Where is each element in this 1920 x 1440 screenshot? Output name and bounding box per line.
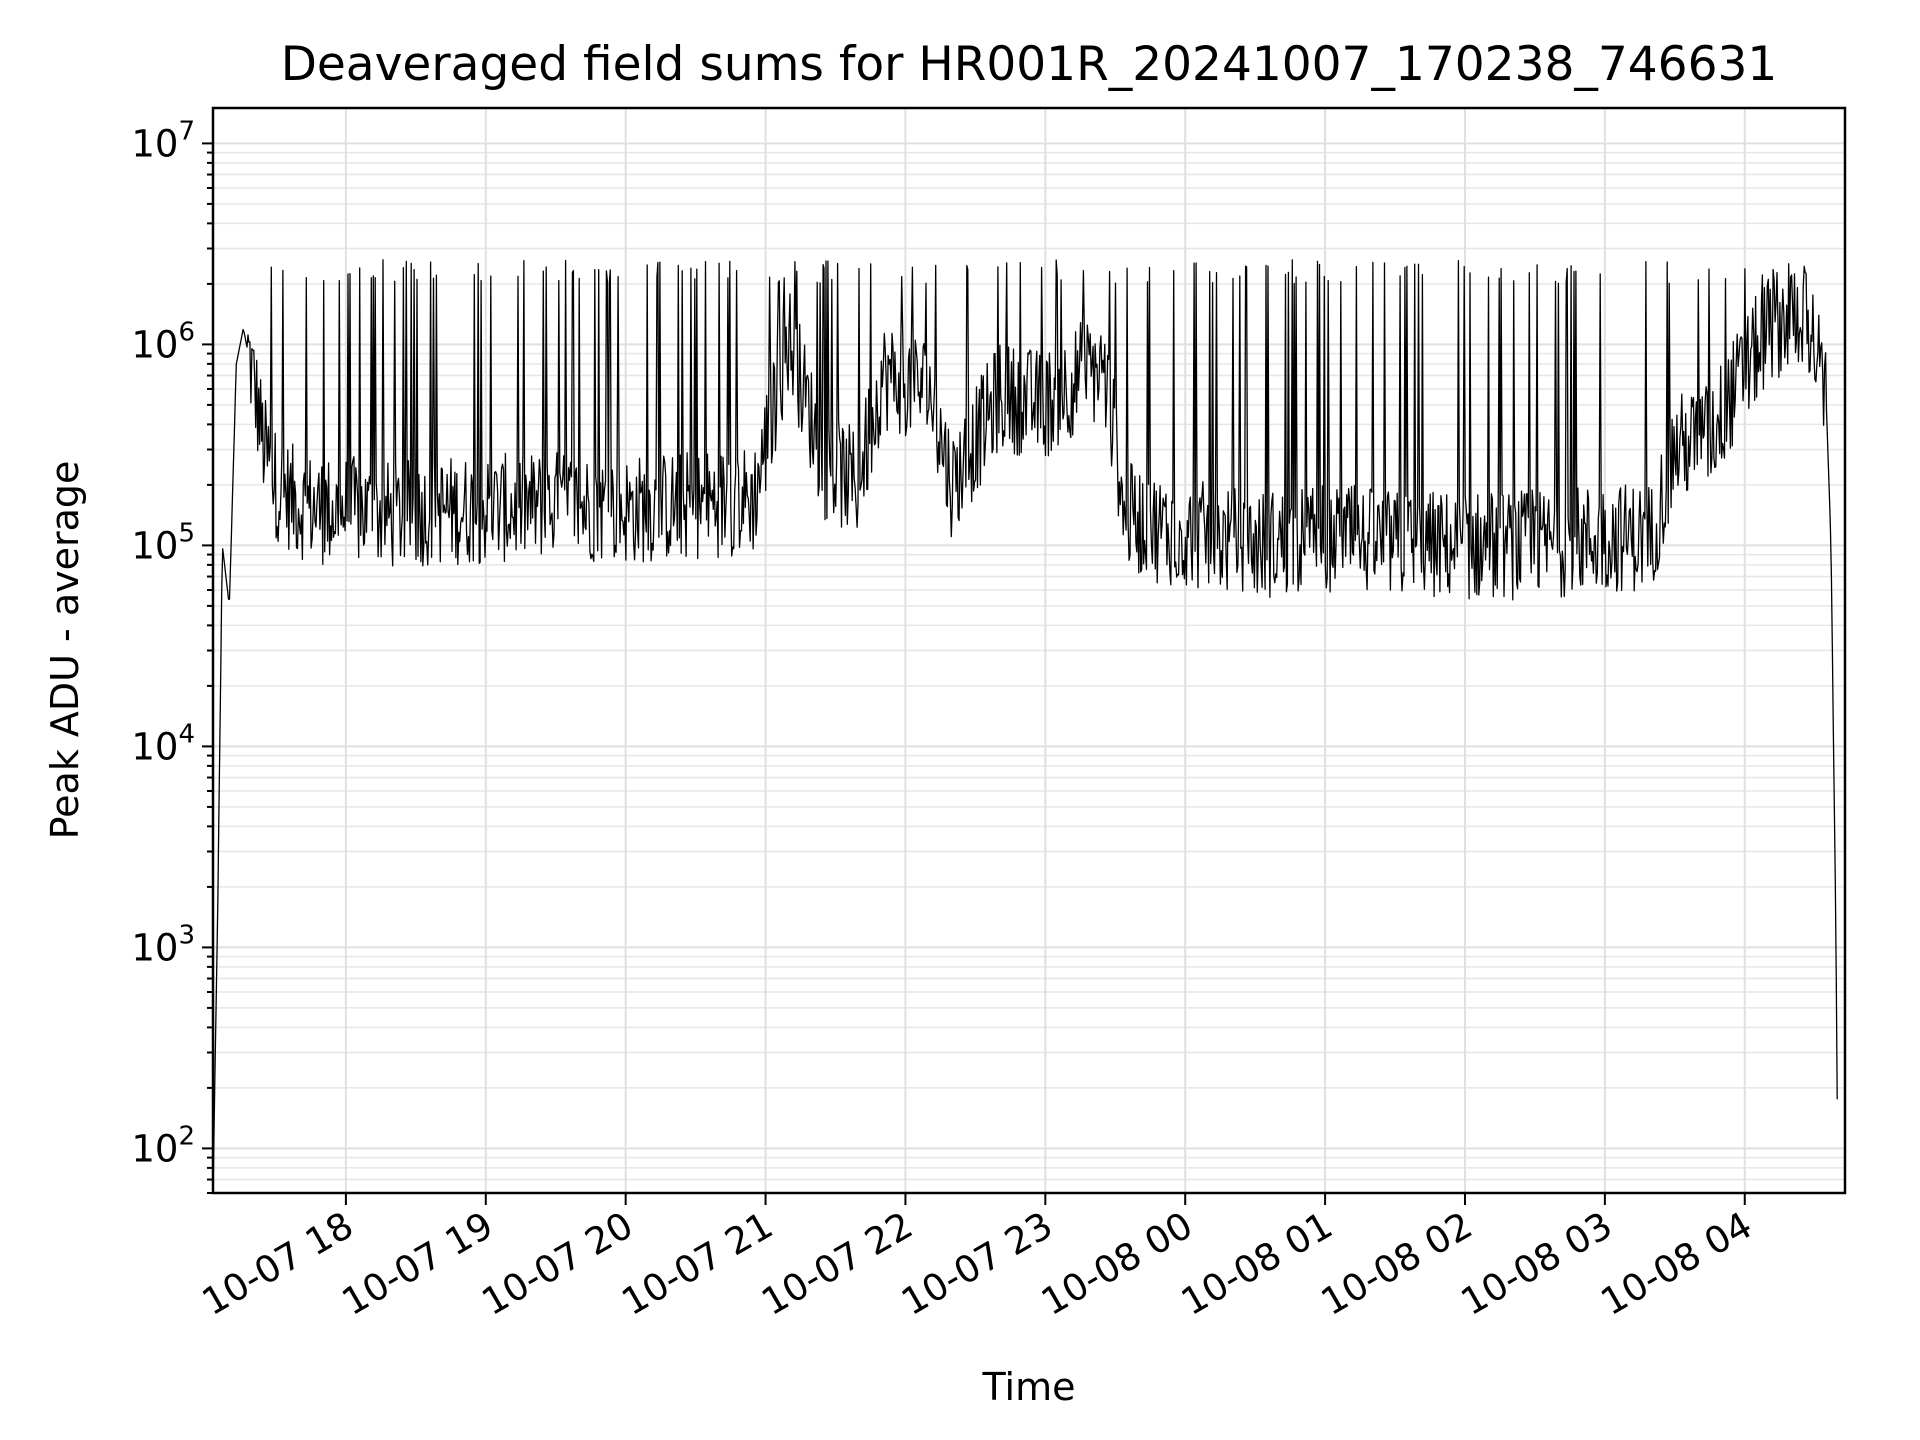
- chart-title: Deaveraged field sums for HR001R_2024100…: [281, 37, 1778, 92]
- x-tick-label: 10-07 21: [614, 1204, 780, 1324]
- y-tick-label: 103: [131, 920, 195, 969]
- x-tick-label: 10-07 23: [894, 1204, 1060, 1324]
- y-tick-label: 105: [131, 518, 195, 567]
- x-tick-label: 10-08 02: [1314, 1204, 1480, 1324]
- grid: [213, 108, 1845, 1194]
- x-tick-label: 10-07 18: [195, 1204, 361, 1324]
- y-tick-label: 102: [131, 1121, 195, 1170]
- x-axis-label: Time: [982, 1365, 1076, 1409]
- series-line: [212, 259, 1838, 1193]
- x-tick-label: 10-08 01: [1174, 1204, 1340, 1324]
- y-tick-label: 106: [131, 317, 195, 366]
- y-axis: 102 103 104 105 106 107: [131, 116, 213, 1194]
- x-tick-label: 10-07 20: [475, 1204, 641, 1324]
- x-tick-label: 10-08 00: [1034, 1204, 1200, 1324]
- y-tick-label: 107: [131, 116, 195, 165]
- y-axis-label: Peak ADU - average: [43, 461, 87, 840]
- x-tick-label: 10-08 03: [1454, 1204, 1620, 1324]
- y-tick-label: 104: [131, 719, 195, 768]
- x-tick-label: 10-08 04: [1594, 1204, 1760, 1324]
- x-tick-label: 10-07 19: [335, 1204, 501, 1324]
- plot-area: [212, 259, 1838, 1193]
- x-tick-label: 10-07 22: [754, 1204, 920, 1324]
